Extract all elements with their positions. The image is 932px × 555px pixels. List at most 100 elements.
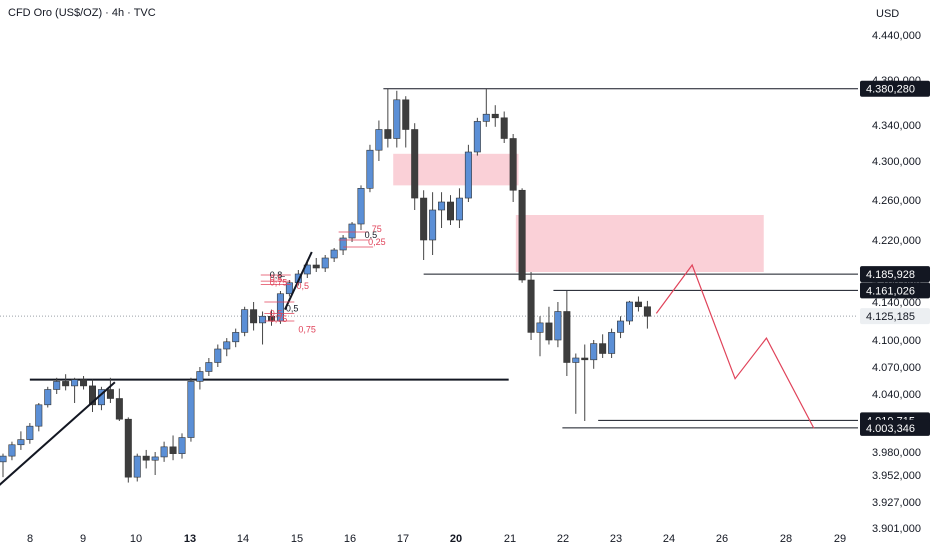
current-price-box	[860, 308, 930, 325]
candle-body	[572, 357, 580, 363]
fib-label: 0,25	[368, 237, 386, 247]
candle-body	[536, 322, 544, 333]
fib-label: 0,5	[270, 308, 283, 318]
candle-body	[617, 320, 625, 333]
candle-body	[455, 197, 463, 221]
x-tick-label: 17	[397, 533, 409, 545]
candle-body	[366, 149, 374, 189]
candle-body	[590, 343, 598, 361]
candle-body	[599, 343, 607, 354]
candle-body	[17, 439, 25, 446]
supply-zone	[515, 215, 764, 272]
x-tick-label: 23	[610, 533, 622, 545]
currency-label[interactable]: USD	[876, 8, 899, 20]
x-tick-label: 26	[716, 533, 728, 545]
candle-body	[446, 201, 454, 221]
y-tick-label: 3.901,000	[872, 523, 921, 535]
candle-body	[438, 201, 446, 211]
fib-label: 75	[372, 224, 382, 234]
x-tick-label: 9	[80, 533, 86, 545]
candle-body	[115, 398, 123, 420]
candle-body	[509, 138, 517, 191]
candle-body	[142, 455, 150, 461]
price-label-box	[860, 419, 930, 436]
candle-body	[124, 418, 132, 478]
x-tick-label: 16	[344, 533, 356, 545]
x-tick-label: 22	[557, 533, 569, 545]
projection-path	[655, 263, 815, 429]
price-labels: 4.380,2804.185,9284.161,0264.010,7154.00…	[860, 80, 930, 436]
candle-body	[491, 113, 499, 119]
price-label: 4.003,346	[866, 423, 915, 435]
fib-label: 0,5	[270, 274, 283, 284]
y-tick-label: 4.070,000	[872, 362, 921, 374]
price-label: 4.380,280	[866, 84, 915, 96]
candle-body	[106, 389, 114, 399]
x-tick-label: 8	[27, 533, 33, 545]
price-label-box	[860, 282, 930, 299]
candle-body	[53, 381, 61, 390]
y-axis[interactable]: 4.440,0004.390,0004.340,0004.300,0004.26…	[872, 30, 921, 535]
y-tick-label: 4.260,000	[872, 195, 921, 207]
candle-body	[545, 322, 553, 341]
x-tick-label: 10	[130, 533, 142, 545]
y-tick-label: 4.300,000	[872, 156, 921, 168]
candle-body	[357, 188, 365, 225]
fib-label: 0,75	[298, 324, 316, 334]
candle-body	[527, 279, 535, 333]
current-price-label: 4.125,185	[866, 311, 915, 323]
candle-body	[232, 332, 240, 343]
candle-body	[169, 446, 177, 454]
candle-body	[62, 381, 70, 387]
candle-body	[500, 117, 508, 139]
candle-body	[384, 129, 392, 139]
candle-body	[420, 197, 428, 241]
candle-body	[321, 257, 329, 269]
x-tick-label: 24	[663, 533, 675, 545]
y-tick-label: 3.980,000	[872, 447, 921, 459]
candle-body	[518, 189, 526, 281]
candle-body	[35, 404, 43, 427]
x-axis[interactable]: 8 9 10 13 14 15 16 17 20 21 22 23 24 26 28 29	[27, 533, 846, 545]
candle-body	[330, 249, 338, 259]
trendline	[284, 251, 313, 311]
trendline	[0, 381, 116, 486]
fib-label: 0,5	[286, 304, 299, 314]
candle-body	[625, 301, 633, 322]
candle-body	[89, 385, 97, 406]
candle-body	[285, 282, 293, 295]
y-tick-label: 3.927,000	[872, 497, 921, 509]
y-tick-label: 4.140,000	[872, 297, 921, 309]
fib-label: 0,75	[270, 314, 288, 324]
price-label: 4.161,026	[866, 285, 915, 297]
candle-body	[187, 381, 195, 438]
candle-body	[375, 129, 383, 151]
x-tick-label: 29	[834, 533, 846, 545]
fib-label: 0,75	[270, 278, 288, 288]
price-label-box	[860, 266, 930, 283]
candle-body	[473, 121, 481, 153]
candle-body	[160, 446, 168, 458]
y-tick-label: 4.100,000	[872, 335, 921, 347]
candle-body	[250, 309, 258, 324]
candle-body	[563, 311, 571, 363]
horizontal-levels	[0, 88, 858, 429]
candle-body	[178, 437, 186, 454]
candle-body	[196, 371, 204, 382]
price-label-box	[860, 80, 930, 97]
candle-body	[133, 455, 141, 478]
x-tick-label: 13	[184, 533, 196, 545]
candle-body	[71, 379, 79, 387]
candle-body	[411, 129, 419, 199]
y-tick-label: 4.440,000	[872, 30, 921, 42]
candle-body	[634, 301, 642, 308]
candle-body	[151, 456, 159, 461]
candle-body	[8, 444, 16, 457]
candle-body	[608, 332, 616, 354]
x-tick-label: 15	[291, 533, 303, 545]
candle-body	[214, 348, 222, 363]
candle-body	[348, 223, 356, 239]
candle-body	[393, 99, 401, 139]
